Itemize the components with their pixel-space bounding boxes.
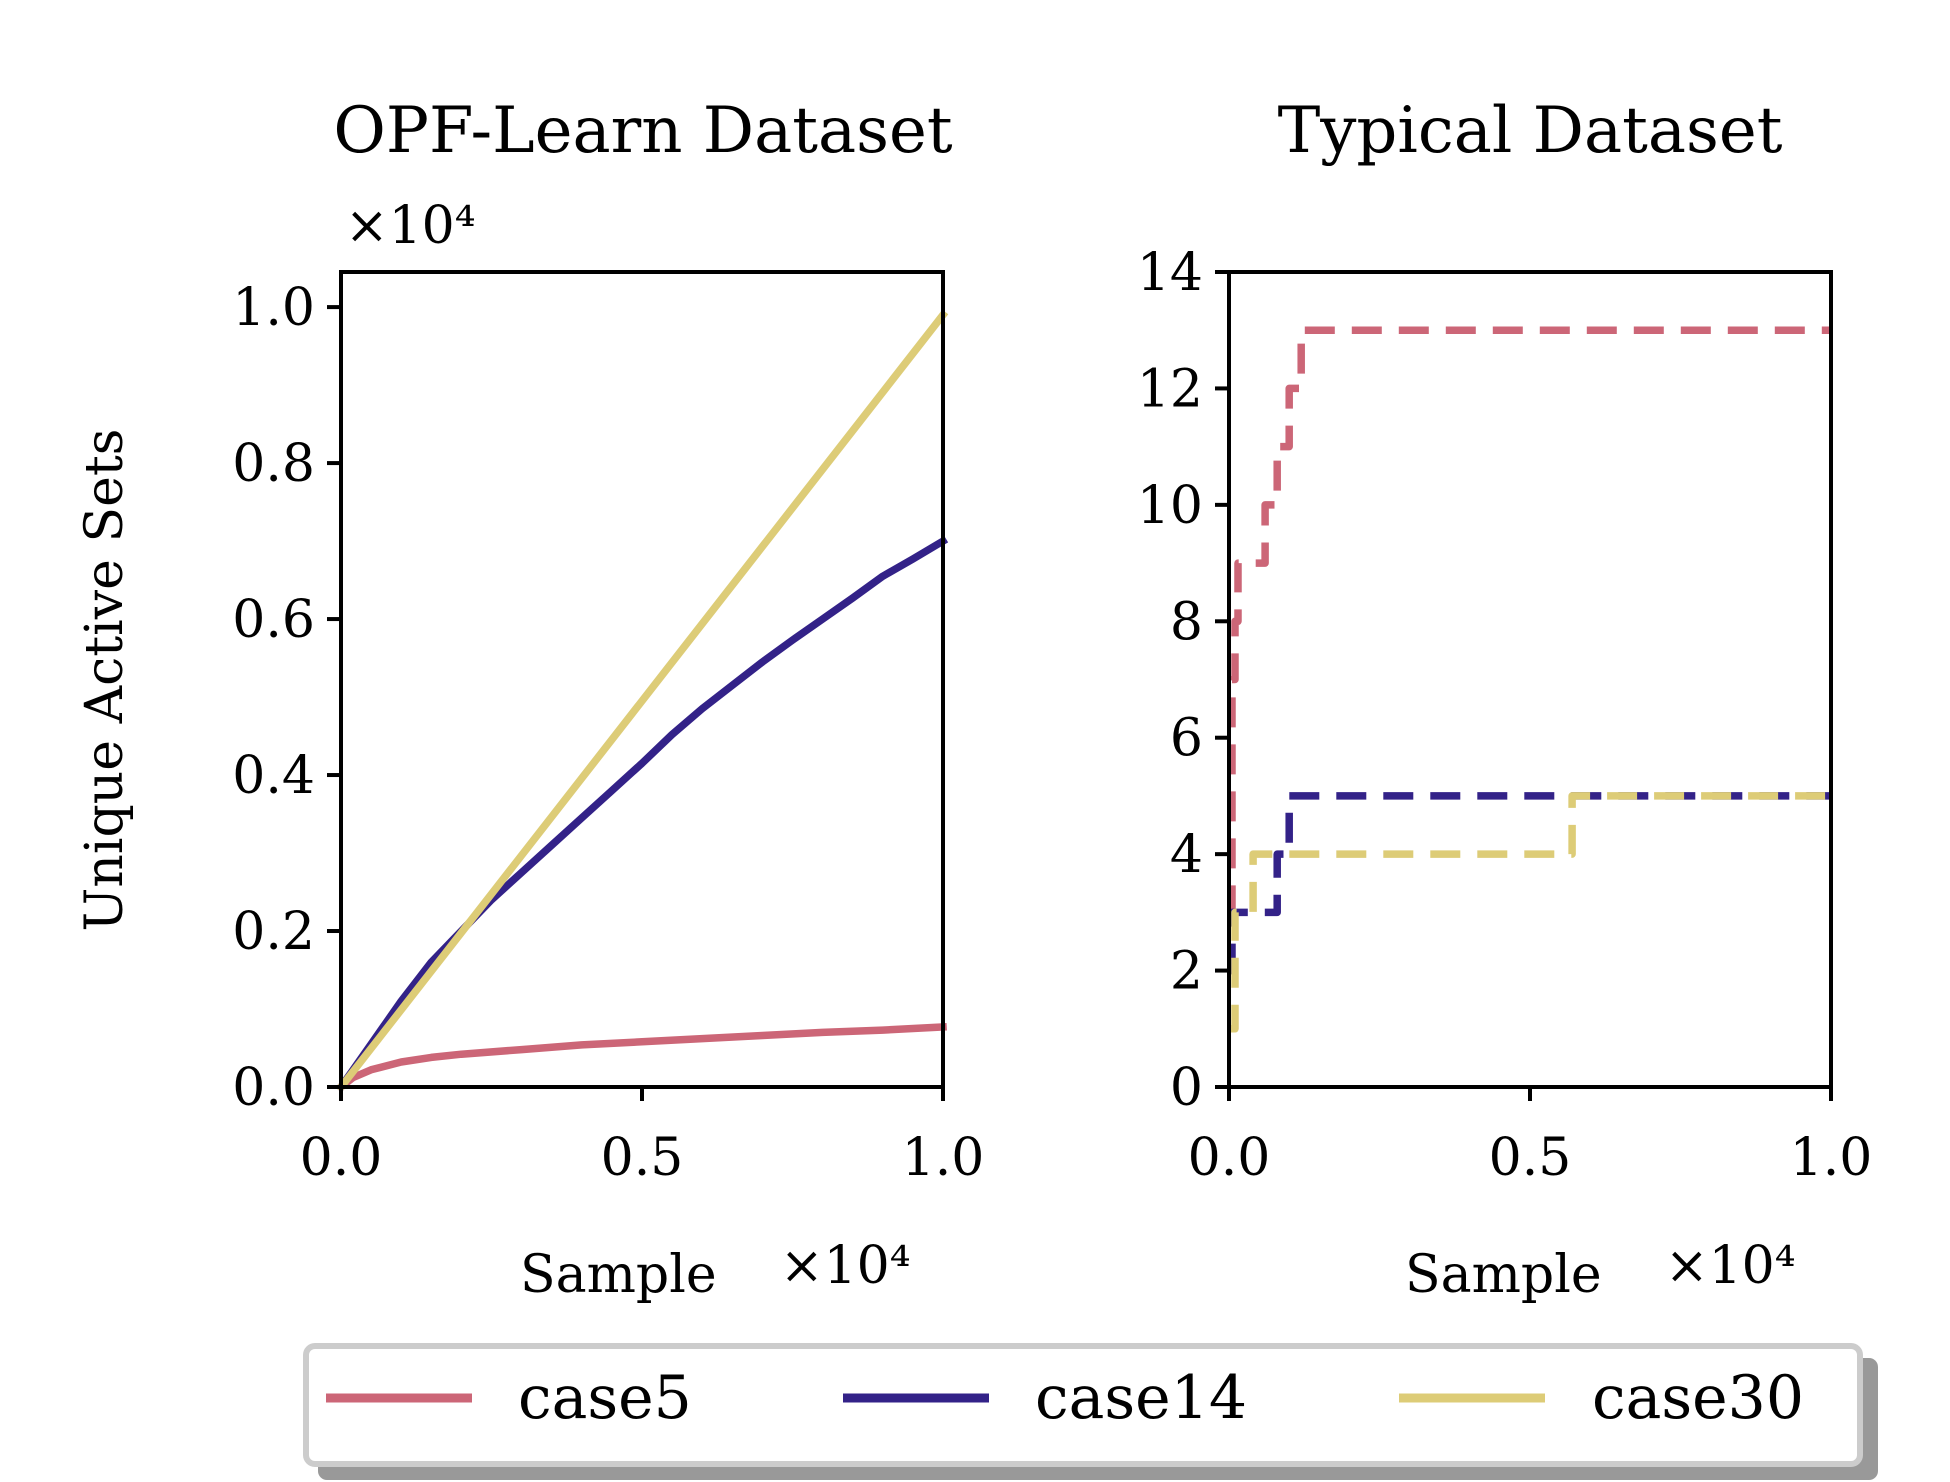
legend-item-case30: case30 xyxy=(1399,1363,1804,1433)
x-offset-label: ×10⁴ xyxy=(780,1236,911,1296)
tick-layer: 0.0 0.5 1.0 0 2 4 6 8 10 12 14 xyxy=(1137,243,1873,1188)
y-tick-label: 8 xyxy=(1170,592,1203,652)
y-tick-label: 0.8 xyxy=(232,434,315,494)
y-tick-label: 0.2 xyxy=(232,902,315,962)
y-axis-label: Unique Active Sets xyxy=(75,429,135,932)
x-tick-label: 0.0 xyxy=(300,1128,383,1188)
x-tick-label: 1.0 xyxy=(902,1128,985,1188)
y-tick-label: 6 xyxy=(1170,709,1203,769)
legend-item-case5: case5 xyxy=(326,1363,692,1433)
legend-box xyxy=(303,1343,1863,1467)
legend: case5 case14 case30 xyxy=(303,1343,1878,1480)
x-tick-label: 0.0 xyxy=(1188,1128,1271,1188)
x-tick-label: 0.5 xyxy=(1489,1128,1572,1188)
y-offset-label: ×10⁴ xyxy=(345,196,476,256)
chart-title: OPF-Learn Dataset xyxy=(333,94,952,168)
series-line-case5 xyxy=(335,1022,947,1093)
chart-title: Typical Dataset xyxy=(1278,94,1783,168)
panel-typical: Typical Dataset Sample ×10⁴ 0.0 0.5 1.0 0 2 4… xyxy=(1137,94,1873,1305)
y-tick-label: 14 xyxy=(1137,243,1203,303)
tick-layer: 0.0 0.5 1.0 0.0 0.2 0.4 0.6 0.8 1.0 xyxy=(232,278,984,1188)
series-line-case30 xyxy=(335,309,949,1093)
legend-label-case5: case5 xyxy=(518,1363,692,1433)
x-offset-label: ×10⁴ xyxy=(1665,1236,1796,1296)
x-axis-label: Sample xyxy=(1405,1245,1602,1305)
legend-item-case14: case14 xyxy=(843,1363,1247,1433)
y-tick-label: 12 xyxy=(1137,359,1203,419)
series-layer xyxy=(1228,326,1831,1033)
y-tick-label: 0.6 xyxy=(232,590,315,650)
series-line-case14 xyxy=(1228,792,1831,975)
y-tick-label: 0.4 xyxy=(232,746,315,806)
plot-frame xyxy=(339,270,945,1089)
y-tick-label: 2 xyxy=(1170,942,1203,1002)
series-layer xyxy=(335,309,949,1093)
panel-opf-learn: OPF-Learn Dataset ×10⁴ Unique Active Set… xyxy=(75,94,984,1305)
x-tick-label: 1.0 xyxy=(1790,1128,1873,1188)
y-tick-label: 0 xyxy=(1170,1058,1203,1118)
y-tick-label: 0.0 xyxy=(232,1058,315,1118)
plot-frame xyxy=(1227,270,1833,1089)
legend-label-case14: case14 xyxy=(1035,1363,1247,1433)
legend-label-case30: case30 xyxy=(1592,1363,1804,1433)
y-tick-label: 4 xyxy=(1170,825,1203,885)
series-line-case5 xyxy=(1228,326,1831,917)
series-line-case14 xyxy=(335,535,949,1093)
x-axis-label: Sample xyxy=(520,1245,717,1305)
series-line-case30 xyxy=(1229,792,1831,1033)
y-tick-label: 1.0 xyxy=(232,278,315,338)
y-tick-label: 10 xyxy=(1137,476,1203,536)
x-tick-label: 0.5 xyxy=(601,1128,684,1188)
